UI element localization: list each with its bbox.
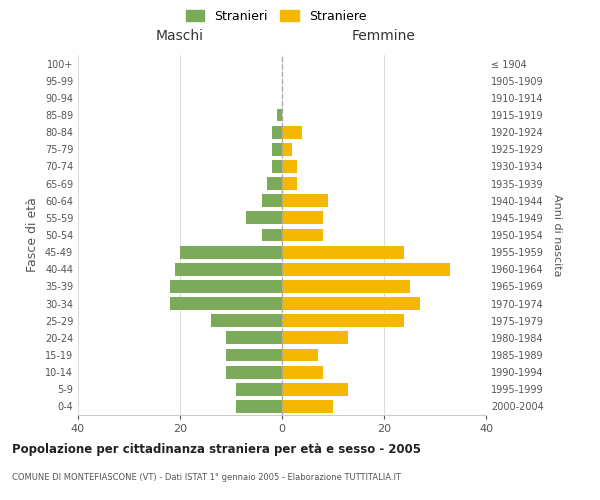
Bar [282, 194, 328, 207]
Legend: Stranieri, Straniere: Stranieri, Straniere [182, 6, 370, 26]
Bar [282, 332, 349, 344]
Text: Maschi: Maschi [156, 29, 204, 43]
Bar [282, 246, 404, 258]
Bar [282, 280, 410, 293]
Bar [262, 194, 282, 207]
Bar [282, 366, 323, 378]
Bar [267, 177, 282, 190]
Bar [236, 383, 282, 396]
Bar [282, 212, 323, 224]
Text: Popolazione per cittadinanza straniera per età e sesso - 2005: Popolazione per cittadinanza straniera p… [12, 442, 421, 456]
Bar [247, 212, 282, 224]
Bar [262, 228, 282, 241]
Text: Femmine: Femmine [352, 29, 416, 43]
Bar [211, 314, 282, 327]
Bar [282, 314, 404, 327]
Bar [272, 126, 282, 138]
Bar [282, 400, 333, 413]
Bar [170, 297, 282, 310]
Y-axis label: Fasce di età: Fasce di età [26, 198, 39, 272]
Bar [226, 332, 282, 344]
Bar [282, 348, 318, 362]
Bar [282, 383, 349, 396]
Text: COMUNE DI MONTEFIASCONE (VT) - Dati ISTAT 1° gennaio 2005 - Elaborazione TUTTITA: COMUNE DI MONTEFIASCONE (VT) - Dati ISTA… [12, 472, 401, 482]
Bar [282, 143, 292, 156]
Bar [282, 126, 302, 138]
Bar [282, 177, 298, 190]
Bar [236, 400, 282, 413]
Bar [282, 297, 420, 310]
Bar [282, 160, 298, 173]
Bar [226, 366, 282, 378]
Bar [226, 348, 282, 362]
Bar [180, 246, 282, 258]
Bar [170, 280, 282, 293]
Bar [282, 228, 323, 241]
Bar [272, 160, 282, 173]
Bar [272, 143, 282, 156]
Bar [175, 263, 282, 276]
Y-axis label: Anni di nascita: Anni di nascita [552, 194, 562, 276]
Bar [282, 263, 451, 276]
Bar [277, 108, 282, 122]
